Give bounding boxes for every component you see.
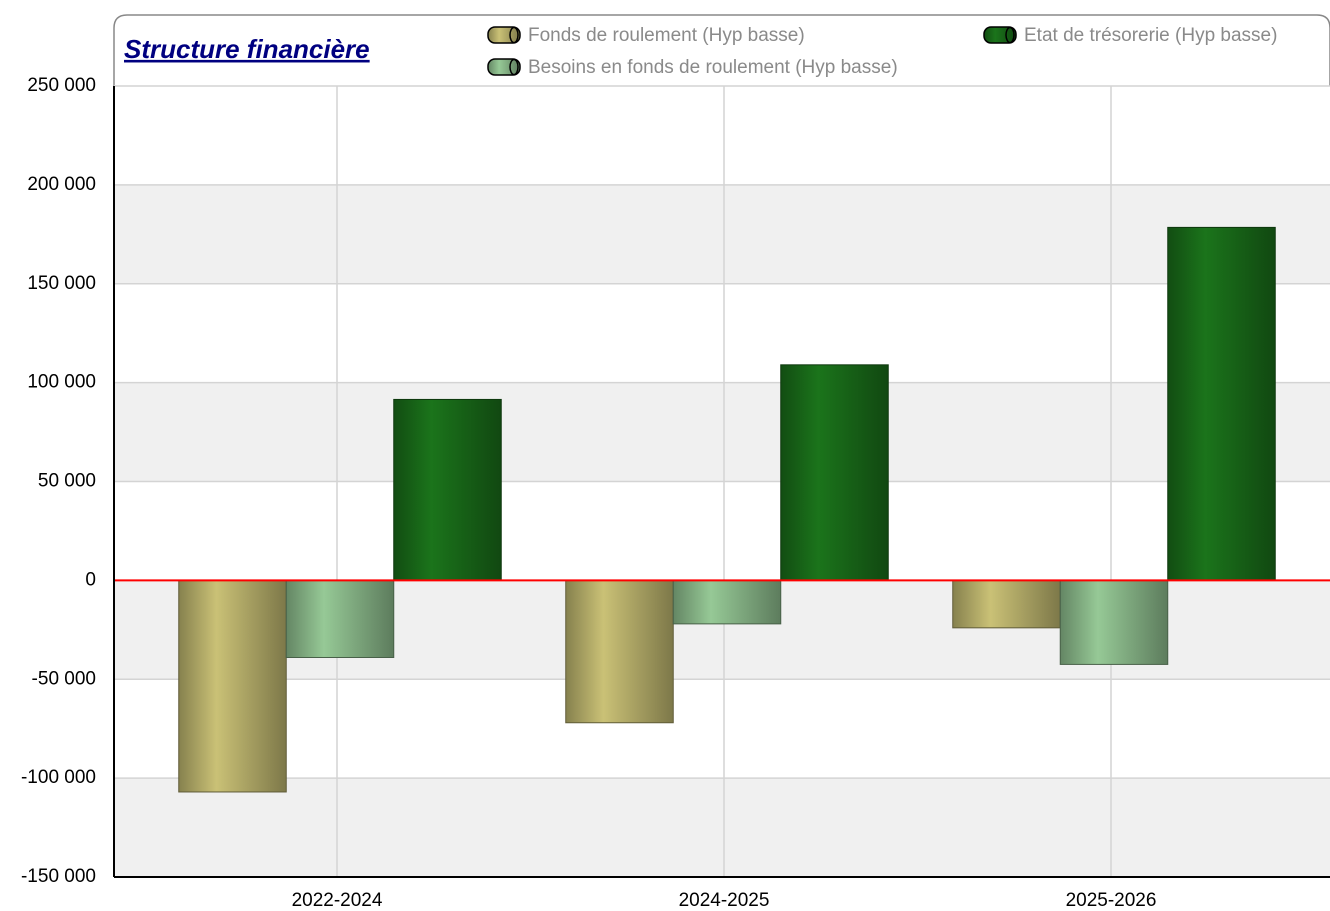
x-tick-label: 2024-2025: [679, 890, 770, 911]
y-tick-label: 50 000: [38, 471, 96, 492]
legend-swatch-cap: [509, 58, 519, 76]
chart-title: Structure financière: [124, 34, 370, 64]
plot-band: [114, 86, 1330, 185]
legend-swatch-cap: [1005, 26, 1015, 44]
legend-swatch: [487, 58, 521, 76]
x-tick-label: 2025-2026: [1066, 890, 1157, 911]
plot-band: [114, 283, 1330, 383]
title-box: [113, 14, 1330, 86]
bar: [565, 579, 674, 724]
y-tick-label: 0: [85, 569, 96, 590]
plot-band: [114, 184, 1330, 284]
plot-band: [114, 679, 1330, 779]
bar: [1167, 226, 1276, 581]
plot-band: [114, 778, 1330, 877]
y-tick-label: 150 000: [27, 273, 96, 294]
bar: [672, 579, 782, 625]
y-tick-label: 200 000: [27, 174, 96, 195]
legend-swatch-cap: [509, 26, 519, 44]
legend-label: Besoins en fonds de roulement (Hyp basse…: [528, 57, 898, 78]
y-tick-label: -50 000: [32, 668, 96, 689]
legend-label: Fonds de roulement (Hyp basse): [528, 25, 805, 46]
legend-label: Etat de trésorerie (Hyp basse): [1024, 25, 1277, 46]
bar: [1059, 579, 1169, 665]
y-tick-label: -150 000: [21, 866, 96, 887]
y-tick-label: 100 000: [27, 372, 96, 393]
plot-band: [114, 382, 1330, 482]
legend-swatch: [487, 26, 521, 44]
plot-band: [114, 481, 1330, 581]
y-tick-label: -100 000: [21, 767, 96, 788]
bar: [178, 579, 287, 793]
bar: [393, 398, 502, 581]
bar: [285, 579, 395, 658]
legend-swatch: [983, 26, 1017, 44]
bar: [952, 579, 1061, 629]
y-tick-label: 250 000: [27, 75, 96, 96]
bar: [780, 364, 889, 581]
x-tick-label: 2022-2024: [292, 890, 383, 911]
